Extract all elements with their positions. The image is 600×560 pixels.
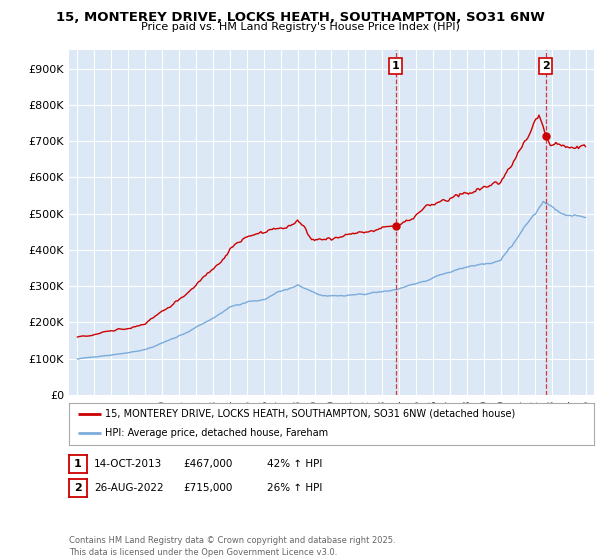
Text: HPI: Average price, detached house, Fareham: HPI: Average price, detached house, Fare… xyxy=(105,428,328,438)
Text: 26% ↑ HPI: 26% ↑ HPI xyxy=(267,483,322,493)
Text: 15, MONTEREY DRIVE, LOCKS HEATH, SOUTHAMPTON, SO31 6NW: 15, MONTEREY DRIVE, LOCKS HEATH, SOUTHAM… xyxy=(56,11,544,24)
Text: Price paid vs. HM Land Registry's House Price Index (HPI): Price paid vs. HM Land Registry's House … xyxy=(140,22,460,32)
Text: Contains HM Land Registry data © Crown copyright and database right 2025.
This d: Contains HM Land Registry data © Crown c… xyxy=(69,536,395,557)
Text: £715,000: £715,000 xyxy=(183,483,232,493)
Text: 1: 1 xyxy=(392,61,400,71)
Text: 2: 2 xyxy=(542,61,550,71)
Text: 26-AUG-2022: 26-AUG-2022 xyxy=(94,483,164,493)
Text: £467,000: £467,000 xyxy=(183,459,232,469)
Text: 1: 1 xyxy=(74,459,82,469)
Text: 15, MONTEREY DRIVE, LOCKS HEATH, SOUTHAMPTON, SO31 6NW (detached house): 15, MONTEREY DRIVE, LOCKS HEATH, SOUTHAM… xyxy=(105,409,515,419)
Text: 2: 2 xyxy=(74,483,82,493)
Text: 42% ↑ HPI: 42% ↑ HPI xyxy=(267,459,322,469)
Text: 14-OCT-2013: 14-OCT-2013 xyxy=(94,459,163,469)
